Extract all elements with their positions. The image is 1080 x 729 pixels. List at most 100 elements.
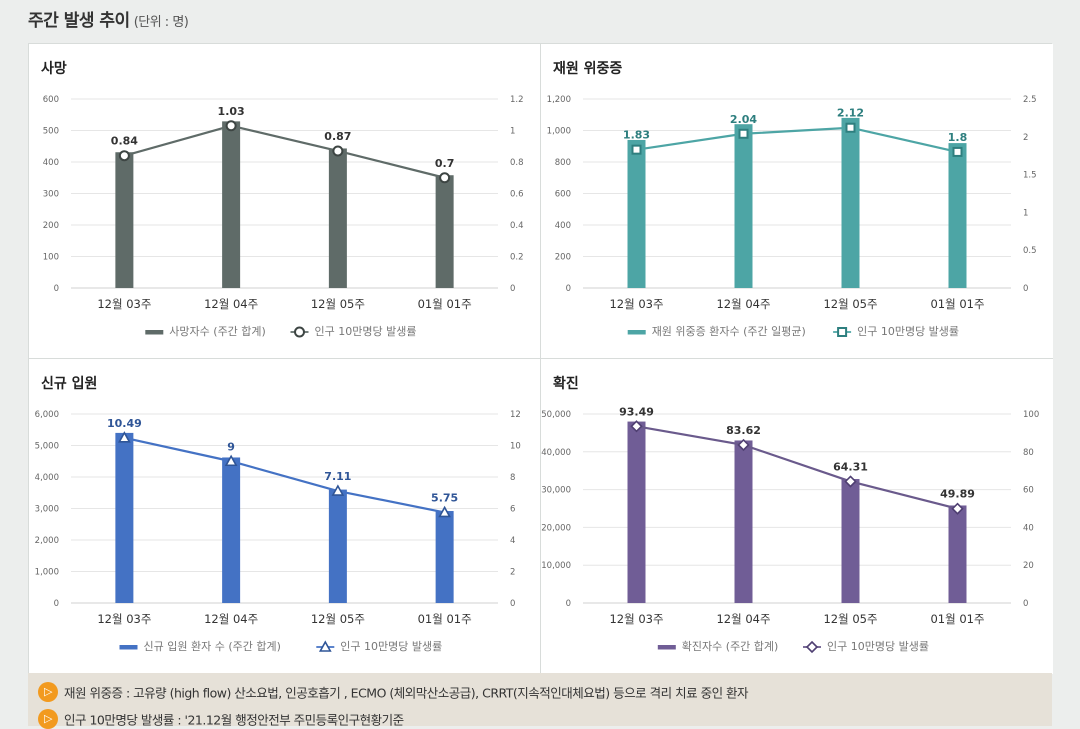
legend: 신규 입원 환자 수 (주간 합계) 인구 10만명당 발생률	[119, 640, 442, 653]
line-point	[332, 145, 344, 157]
line-point	[318, 640, 332, 652]
bar	[435, 175, 454, 288]
x-tick: 12월 05주	[311, 297, 365, 311]
bar	[841, 479, 860, 603]
y-tick-right: 1.5	[1023, 171, 1037, 181]
x-tick: 12월 04주	[716, 612, 770, 626]
y-tick-right: 1.2	[510, 95, 524, 105]
x-tick: 12월 04주	[204, 612, 258, 626]
divider-vertical	[540, 44, 541, 674]
y-tick-left: 0	[54, 599, 59, 609]
data-label: 7.11	[324, 470, 351, 483]
line-series	[636, 425, 958, 510]
x-tick: 12월 05주	[823, 297, 877, 311]
data-label: 0.7	[435, 157, 455, 170]
panel-title: 확진	[553, 376, 579, 392]
line-point	[631, 144, 642, 155]
y-tick-left: 500	[43, 127, 59, 137]
bar	[328, 489, 347, 603]
data-label: 2.04	[730, 113, 757, 126]
y-tick-left: 2,000	[35, 536, 59, 546]
divider-horizontal	[29, 358, 1053, 359]
line-point	[951, 502, 964, 515]
x-tick: 12월 03주	[609, 612, 663, 626]
y-tick-right: 0.5	[1023, 246, 1037, 256]
y-tick-right: 100	[1023, 410, 1039, 420]
legend-label: 인구 10만명당 발생률	[827, 640, 929, 653]
y-tick-left: 400	[43, 158, 59, 168]
charts-grid: 사망 0 100 200 300 400 500 600 0 0.2 0.4 0.6 0.8 1 1.2 1…	[28, 43, 1053, 674]
legend-swatch-bar	[627, 330, 646, 335]
line-point	[331, 484, 345, 496]
y-tick-left: 200	[43, 221, 59, 231]
data-label: 83.62	[726, 424, 761, 437]
line-point	[118, 431, 131, 443]
y-tick-right: 0.4	[510, 221, 524, 231]
y-tick-left: 40,000	[541, 448, 571, 458]
y-tick-right: 60	[1023, 486, 1034, 496]
y-tick-right: 0	[510, 284, 515, 294]
data-label: 0.84	[111, 135, 138, 148]
chart-admissions: 0 1,000 2,000 3,000 4,000 5,000 6,000 0 2 4 6 8 10 12…	[35, 410, 521, 653]
y-tick-left: 50,000	[541, 410, 571, 420]
y-tick-right: 0.2	[510, 253, 524, 263]
data-label: 64.31	[833, 460, 868, 473]
panel-admissions: 신규 입원 0 1,000 2,000 3,000 4,000 5,000 6,000 0 2 4…	[29, 359, 540, 674]
y-tick-right: 0	[510, 599, 515, 609]
bar	[734, 124, 753, 288]
line-point	[294, 326, 305, 338]
y-tick-left: 100	[43, 253, 59, 263]
bar	[734, 440, 753, 603]
legend-swatch-bar	[145, 330, 164, 335]
y-tick-right: 2	[510, 568, 515, 578]
y-tick-right: 6	[510, 505, 515, 515]
panel-title: 신규 입원	[41, 376, 98, 392]
legend: 사망자수 (주간 합계) 인구 10만명당 발생률	[145, 325, 416, 338]
line-point	[738, 128, 749, 139]
y-tick-right: 80	[1023, 448, 1034, 458]
x-tick: 01월 01주	[930, 297, 984, 311]
data-label: 93.49	[619, 405, 654, 418]
line-point	[837, 327, 848, 337]
y-tick-right: 1	[1023, 208, 1028, 218]
y-tick-right: 40	[1023, 523, 1034, 533]
panel-confirmed: 확진 0 10,000 20,000 30,000 40,000 50,000 0 20 40 6…	[541, 359, 1053, 674]
note-rate: ▷ 인구 10만명당 발생률 : '21.12월 행정안전부 주민등록인구현황기준	[38, 709, 404, 729]
y-tick-right: 10	[510, 442, 521, 452]
bar	[948, 505, 967, 603]
bar	[222, 457, 241, 603]
y-tick-left: 800	[555, 158, 571, 168]
bar	[841, 117, 860, 289]
bar	[115, 432, 134, 603]
y-tick-left: 600	[555, 190, 571, 200]
y-tick-left: 1,000	[35, 568, 59, 578]
y-tick-left: 0	[566, 599, 571, 609]
footer-notes: ▷ 재원 위중증 : 고유량 (high flow) 산소요법, 인공호흡기 , …	[28, 673, 1052, 729]
legend: 재원 위중증 환자수 (주간 일평균) 인구 10만명당 발생률	[627, 324, 959, 338]
y-tick-left: 1,000	[547, 127, 571, 137]
y-tick-left: 400	[555, 221, 571, 231]
data-label: 0.87	[324, 130, 351, 143]
x-tick: 12월 03주	[97, 297, 151, 311]
bar	[948, 143, 967, 288]
legend-label: 확진자수 (주간 합계)	[682, 640, 779, 653]
chart-confirmed: 0 10,000 20,000 30,000 40,000 50,000 0 20 40 60 80…	[541, 405, 1039, 654]
line-point	[952, 146, 963, 157]
y-tick-right: 2	[1023, 133, 1028, 143]
y-tick-left: 200	[555, 253, 571, 263]
y-tick-right: 0	[1023, 599, 1028, 609]
note-critical: ▷ 재원 위중증 : 고유량 (high flow) 산소요법, 인공호흡기 , …	[38, 682, 749, 702]
data-label: 1.83	[623, 129, 650, 142]
legend-swatch-bar	[657, 645, 676, 650]
bar	[627, 139, 646, 288]
bar	[222, 121, 241, 289]
y-tick-left: 4,000	[35, 473, 59, 483]
x-tick: 12월 04주	[204, 297, 258, 311]
chart-deaths: 0 100 200 300 400 500 600 0 0.2 0.4 0.6 0.8 1 1.2 12월 …	[43, 95, 524, 338]
y-tick-left: 20,000	[541, 523, 571, 533]
data-label: 9	[227, 440, 235, 453]
y-tick-left: 600	[43, 95, 59, 105]
speaker-icon: ▷	[38, 682, 58, 702]
data-label: 2.12	[837, 107, 864, 120]
line-series	[636, 126, 958, 153]
